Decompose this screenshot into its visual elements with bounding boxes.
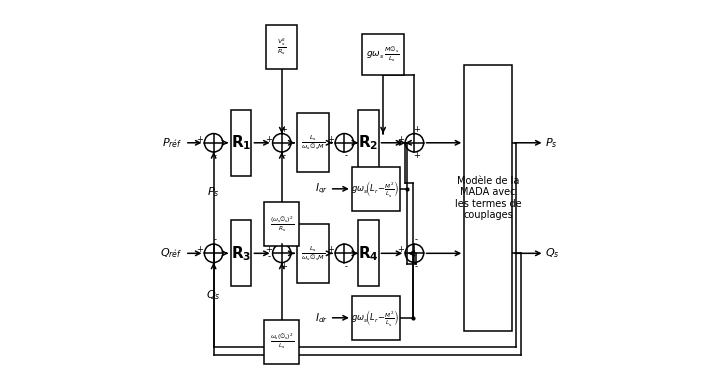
Text: +: + (413, 151, 419, 160)
Text: +: + (280, 125, 287, 134)
Text: $\boldsymbol{P_s}$: $\boldsymbol{P_s}$ (545, 136, 558, 150)
FancyBboxPatch shape (266, 25, 297, 69)
Text: -: - (267, 252, 270, 261)
Text: $\boldsymbol{Q_s}$: $\boldsymbol{Q_s}$ (545, 246, 560, 260)
Text: -: - (214, 235, 217, 244)
Text: -: - (282, 151, 285, 160)
FancyBboxPatch shape (352, 167, 400, 211)
Text: $g\omega_s\!\left(L_r\!-\!\frac{M^2}{L_s}\right)$: $g\omega_s\!\left(L_r\!-\!\frac{M^2}{L_s… (352, 308, 400, 328)
FancyBboxPatch shape (358, 110, 378, 176)
Text: -: - (345, 262, 348, 271)
Text: $g\omega_s\!\left(L_r\!-\!\frac{M^2}{L_s}\right)$: $g\omega_s\!\left(L_r\!-\!\frac{M^2}{L_s… (352, 179, 400, 199)
Text: $\boldsymbol{Q_{r\acute{e}f}}$: $\boldsymbol{Q_{r\acute{e}f}}$ (160, 246, 182, 260)
Text: $\boldsymbol{P_{r\acute{e}f}}$: $\boldsymbol{P_{r\acute{e}f}}$ (162, 136, 182, 150)
FancyBboxPatch shape (362, 34, 404, 75)
Text: $g\omega_s\,\frac{M\emptyset_s}{L_s}$: $g\omega_s\,\frac{M\emptyset_s}{L_s}$ (366, 45, 400, 64)
Text: $\frac{L_s}{\omega_s\,\emptyset_s M}$: $\frac{L_s}{\omega_s\,\emptyset_s M}$ (301, 134, 325, 152)
Text: $\boldsymbol{I_{dr}}$: $\boldsymbol{I_{dr}}$ (315, 311, 328, 325)
Text: +: + (413, 125, 419, 134)
FancyBboxPatch shape (352, 296, 400, 340)
Text: +: + (280, 262, 287, 271)
Text: -: - (414, 262, 418, 271)
FancyBboxPatch shape (264, 320, 300, 364)
Text: $\boldsymbol{Q_s}$: $\boldsymbol{Q_s}$ (206, 288, 221, 302)
Text: +: + (327, 245, 334, 254)
Text: $\mathbf{R_2}$: $\mathbf{R_2}$ (358, 134, 378, 152)
Text: -: - (345, 151, 348, 160)
Text: $\frac{L_s}{\omega_s\,\emptyset_s M}$: $\frac{L_s}{\omega_s\,\emptyset_s M}$ (301, 244, 325, 263)
FancyBboxPatch shape (297, 113, 329, 172)
FancyBboxPatch shape (231, 110, 251, 176)
Text: -: - (214, 151, 217, 160)
FancyBboxPatch shape (464, 65, 512, 331)
FancyBboxPatch shape (358, 220, 378, 286)
Text: $\mathbf{R_4}$: $\mathbf{R_4}$ (358, 244, 379, 263)
Text: -: - (414, 235, 418, 244)
Text: Modèle de la
MADA avec
les termes de
couplages: Modèle de la MADA avec les termes de cou… (455, 176, 521, 220)
Text: +: + (265, 245, 271, 254)
Text: $\frac{(\omega_s\emptyset_s)^2}{R_s}$: $\frac{(\omega_s\emptyset_s)^2}{R_s}$ (270, 214, 294, 234)
Text: +: + (397, 135, 404, 144)
Text: +: + (397, 245, 404, 254)
Text: $\mathbf{R_1}$: $\mathbf{R_1}$ (231, 134, 251, 152)
Text: $\frac{V_s^2}{R_s}$: $\frac{V_s^2}{R_s}$ (277, 37, 287, 57)
Text: +: + (327, 135, 334, 144)
Text: +: + (196, 245, 204, 254)
Text: $\mathbf{R_3}$: $\mathbf{R_3}$ (231, 244, 251, 263)
Text: $\boldsymbol{P_s}$: $\boldsymbol{P_s}$ (207, 185, 220, 199)
FancyBboxPatch shape (231, 220, 251, 286)
Text: +: + (265, 135, 271, 144)
FancyBboxPatch shape (264, 202, 300, 246)
Text: +: + (196, 135, 204, 144)
Text: $\boldsymbol{I_{qr}}$: $\boldsymbol{I_{qr}}$ (315, 182, 328, 196)
Text: $\frac{\omega_s(\emptyset_s)^2}{L_s}$: $\frac{\omega_s(\emptyset_s)^2}{L_s}$ (270, 332, 294, 352)
FancyBboxPatch shape (297, 224, 329, 283)
